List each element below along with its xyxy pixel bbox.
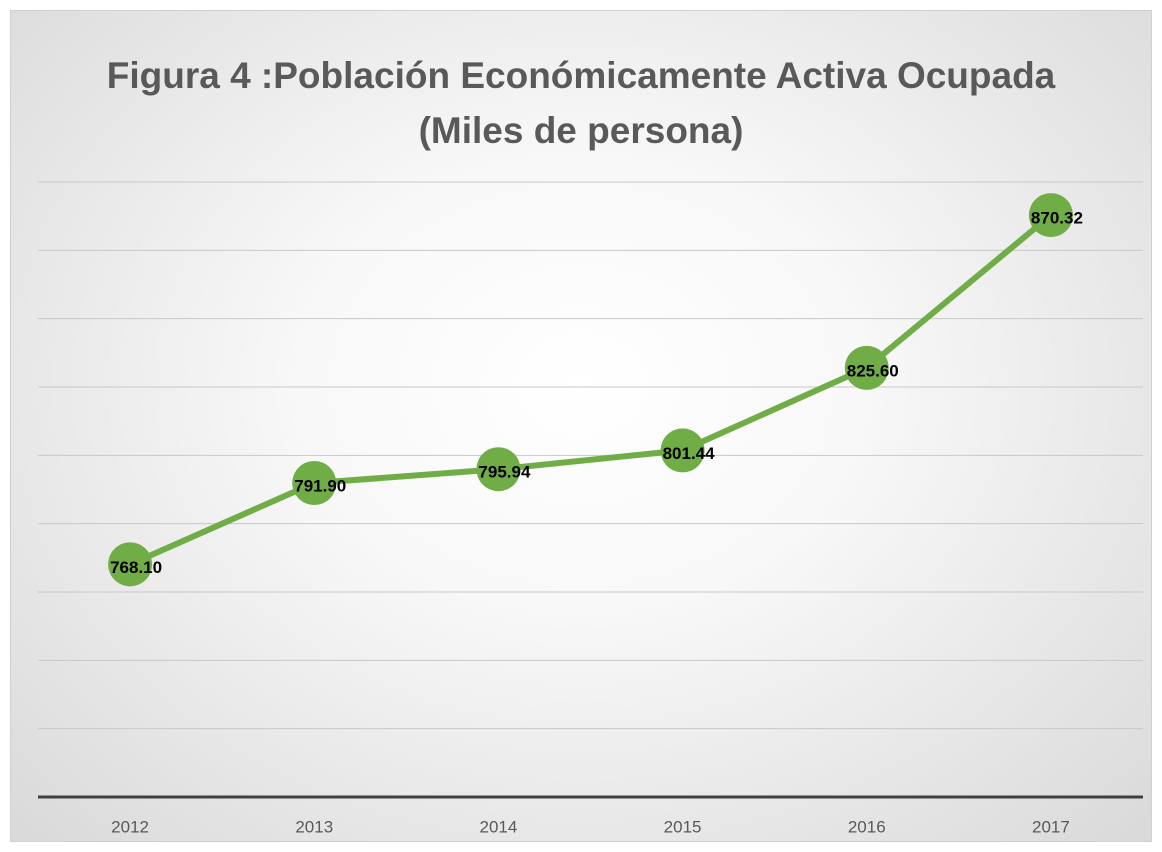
data-point [292, 461, 337, 506]
x-tick-label: 2014 [480, 817, 518, 836]
data-line [128, 212, 1053, 568]
data-point [1028, 193, 1073, 238]
data-label: 870.32 [1031, 209, 1083, 228]
data-point [476, 447, 521, 492]
data-label: 791.90 [294, 476, 346, 495]
x-tick-label: 2013 [295, 817, 333, 836]
x-tick-label: 2012 [111, 817, 149, 836]
x-tick-label: 2015 [664, 817, 702, 836]
data-label: 801.44 [663, 444, 716, 463]
data-label: 825.60 [847, 361, 899, 380]
chart-area [10, 10, 1152, 842]
data-label: 795.94 [478, 463, 531, 482]
data-point [108, 542, 153, 587]
data-point [844, 345, 889, 390]
data-label: 768.10 [110, 558, 162, 577]
x-tick-label: 2017 [1032, 817, 1070, 836]
data-point [660, 428, 705, 473]
chart-title: Figura 4 :Población Económicamente Activ… [106, 55, 1056, 151]
x-tick-label: 2016 [848, 817, 886, 836]
